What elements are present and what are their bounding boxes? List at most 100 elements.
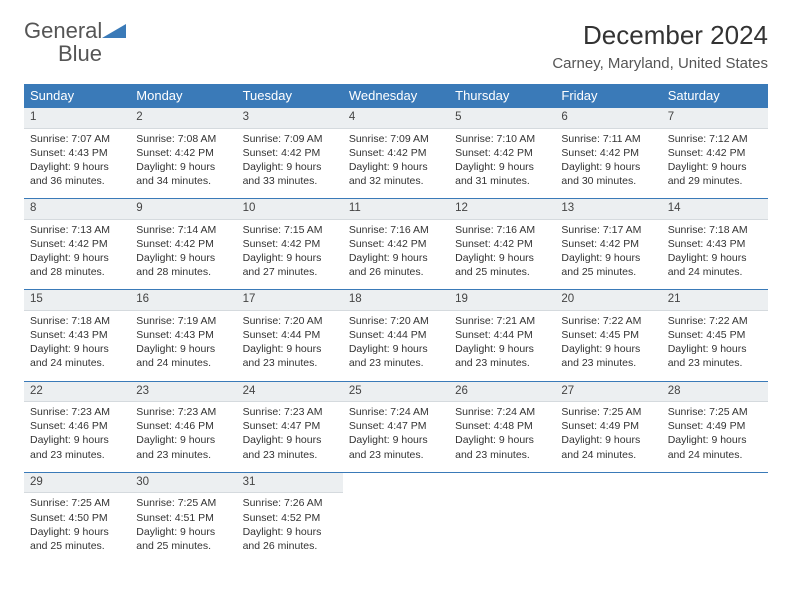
day-header: Wednesday <box>343 84 449 107</box>
sunrise-text: Sunrise: 7:22 AM <box>668 314 762 328</box>
sunrise-text: Sunrise: 7:22 AM <box>561 314 655 328</box>
day-header: Tuesday <box>237 84 343 107</box>
day-number: 23 <box>130 381 236 403</box>
sunrise-text: Sunrise: 7:10 AM <box>455 132 549 146</box>
sunrise-text: Sunrise: 7:23 AM <box>30 405 124 419</box>
calendar-cell-empty <box>555 472 661 563</box>
day-header: Saturday <box>662 84 768 107</box>
day-body: Sunrise: 7:07 AMSunset: 4:43 PMDaylight:… <box>24 129 130 199</box>
daylight-text: Daylight: 9 hours and 24 minutes. <box>30 342 124 370</box>
sunset-text: Sunset: 4:45 PM <box>561 328 655 342</box>
sunset-text: Sunset: 4:42 PM <box>243 146 337 160</box>
daylight-text: Daylight: 9 hours and 32 minutes. <box>349 160 443 188</box>
daylight-text: Daylight: 9 hours and 24 minutes. <box>668 433 762 461</box>
day-number: 3 <box>237 107 343 129</box>
calendar-row: 8Sunrise: 7:13 AMSunset: 4:42 PMDaylight… <box>24 198 768 289</box>
day-body: Sunrise: 7:20 AMSunset: 4:44 PMDaylight:… <box>343 311 449 381</box>
calendar-cell: 16Sunrise: 7:19 AMSunset: 4:43 PMDayligh… <box>130 289 236 380</box>
sunset-text: Sunset: 4:48 PM <box>455 419 549 433</box>
calendar-row: 15Sunrise: 7:18 AMSunset: 4:43 PMDayligh… <box>24 289 768 380</box>
day-body: Sunrise: 7:16 AMSunset: 4:42 PMDaylight:… <box>449 220 555 290</box>
sunset-text: Sunset: 4:44 PM <box>243 328 337 342</box>
daylight-text: Daylight: 9 hours and 29 minutes. <box>668 160 762 188</box>
day-body: Sunrise: 7:12 AMSunset: 4:42 PMDaylight:… <box>662 129 768 199</box>
sunset-text: Sunset: 4:42 PM <box>668 146 762 160</box>
daylight-text: Daylight: 9 hours and 23 minutes. <box>349 433 443 461</box>
day-number: 25 <box>343 381 449 403</box>
sunset-text: Sunset: 4:43 PM <box>30 146 124 160</box>
day-body: Sunrise: 7:09 AMSunset: 4:42 PMDaylight:… <box>237 129 343 199</box>
daylight-text: Daylight: 9 hours and 30 minutes. <box>561 160 655 188</box>
calendar-cell: 11Sunrise: 7:16 AMSunset: 4:42 PMDayligh… <box>343 198 449 289</box>
sunset-text: Sunset: 4:42 PM <box>455 237 549 251</box>
sunset-text: Sunset: 4:45 PM <box>668 328 762 342</box>
day-number: 28 <box>662 381 768 403</box>
sunrise-text: Sunrise: 7:21 AM <box>455 314 549 328</box>
calendar-cell: 25Sunrise: 7:24 AMSunset: 4:47 PMDayligh… <box>343 381 449 472</box>
sunrise-text: Sunrise: 7:25 AM <box>30 496 124 510</box>
sunrise-text: Sunrise: 7:07 AM <box>30 132 124 146</box>
daylight-text: Daylight: 9 hours and 23 minutes. <box>136 433 230 461</box>
sunset-text: Sunset: 4:47 PM <box>349 419 443 433</box>
sunset-text: Sunset: 4:46 PM <box>136 419 230 433</box>
daylight-text: Daylight: 9 hours and 26 minutes. <box>349 251 443 279</box>
calendar-cell: 14Sunrise: 7:18 AMSunset: 4:43 PMDayligh… <box>662 198 768 289</box>
day-number: 27 <box>555 381 661 403</box>
calendar-cell: 9Sunrise: 7:14 AMSunset: 4:42 PMDaylight… <box>130 198 236 289</box>
day-number: 5 <box>449 107 555 129</box>
calendar-cell: 7Sunrise: 7:12 AMSunset: 4:42 PMDaylight… <box>662 107 768 198</box>
calendar-cell: 13Sunrise: 7:17 AMSunset: 4:42 PMDayligh… <box>555 198 661 289</box>
day-number: 14 <box>662 198 768 220</box>
day-body: Sunrise: 7:24 AMSunset: 4:48 PMDaylight:… <box>449 402 555 472</box>
day-number: 22 <box>24 381 130 403</box>
day-number: 13 <box>555 198 661 220</box>
calendar-cell: 24Sunrise: 7:23 AMSunset: 4:47 PMDayligh… <box>237 381 343 472</box>
sunrise-text: Sunrise: 7:20 AM <box>243 314 337 328</box>
sunrise-text: Sunrise: 7:19 AM <box>136 314 230 328</box>
sunrise-text: Sunrise: 7:16 AM <box>455 223 549 237</box>
sunset-text: Sunset: 4:47 PM <box>243 419 337 433</box>
calendar-row: 29Sunrise: 7:25 AMSunset: 4:50 PMDayligh… <box>24 472 768 563</box>
daylight-text: Daylight: 9 hours and 23 minutes. <box>349 342 443 370</box>
day-body: Sunrise: 7:16 AMSunset: 4:42 PMDaylight:… <box>343 220 449 290</box>
day-body: Sunrise: 7:14 AMSunset: 4:42 PMDaylight:… <box>130 220 236 290</box>
sunset-text: Sunset: 4:46 PM <box>30 419 124 433</box>
calendar-cell: 23Sunrise: 7:23 AMSunset: 4:46 PMDayligh… <box>130 381 236 472</box>
sunset-text: Sunset: 4:42 PM <box>136 146 230 160</box>
day-number: 20 <box>555 289 661 311</box>
calendar-cell: 21Sunrise: 7:22 AMSunset: 4:45 PMDayligh… <box>662 289 768 380</box>
sunset-text: Sunset: 4:42 PM <box>561 237 655 251</box>
sunset-text: Sunset: 4:44 PM <box>455 328 549 342</box>
sunrise-text: Sunrise: 7:11 AM <box>561 132 655 146</box>
calendar-cell: 8Sunrise: 7:13 AMSunset: 4:42 PMDaylight… <box>24 198 130 289</box>
sunrise-text: Sunrise: 7:16 AM <box>349 223 443 237</box>
day-body: Sunrise: 7:20 AMSunset: 4:44 PMDaylight:… <box>237 311 343 381</box>
sunset-text: Sunset: 4:51 PM <box>136 511 230 525</box>
day-number: 8 <box>24 198 130 220</box>
sunset-text: Sunset: 4:42 PM <box>455 146 549 160</box>
sunset-text: Sunset: 4:52 PM <box>243 511 337 525</box>
day-number: 26 <box>449 381 555 403</box>
daylight-text: Daylight: 9 hours and 24 minutes. <box>668 251 762 279</box>
calendar-cell: 17Sunrise: 7:20 AMSunset: 4:44 PMDayligh… <box>237 289 343 380</box>
day-body: Sunrise: 7:24 AMSunset: 4:47 PMDaylight:… <box>343 402 449 472</box>
daylight-text: Daylight: 9 hours and 23 minutes. <box>30 433 124 461</box>
daylight-text: Daylight: 9 hours and 34 minutes. <box>136 160 230 188</box>
calendar-cell-empty <box>343 472 449 563</box>
sunset-text: Sunset: 4:42 PM <box>30 237 124 251</box>
sunrise-text: Sunrise: 7:15 AM <box>243 223 337 237</box>
day-number: 12 <box>449 198 555 220</box>
sunrise-text: Sunrise: 7:09 AM <box>349 132 443 146</box>
day-number: 21 <box>662 289 768 311</box>
calendar-cell: 3Sunrise: 7:09 AMSunset: 4:42 PMDaylight… <box>237 107 343 198</box>
day-body: Sunrise: 7:25 AMSunset: 4:51 PMDaylight:… <box>130 493 236 563</box>
day-body: Sunrise: 7:10 AMSunset: 4:42 PMDaylight:… <box>449 129 555 199</box>
calendar-cell: 19Sunrise: 7:21 AMSunset: 4:44 PMDayligh… <box>449 289 555 380</box>
day-body: Sunrise: 7:08 AMSunset: 4:42 PMDaylight:… <box>130 129 236 199</box>
day-number: 11 <box>343 198 449 220</box>
calendar-cell: 28Sunrise: 7:25 AMSunset: 4:49 PMDayligh… <box>662 381 768 472</box>
day-number: 31 <box>237 472 343 494</box>
calendar-cell: 2Sunrise: 7:08 AMSunset: 4:42 PMDaylight… <box>130 107 236 198</box>
day-body: Sunrise: 7:19 AMSunset: 4:43 PMDaylight:… <box>130 311 236 381</box>
calendar-row: 22Sunrise: 7:23 AMSunset: 4:46 PMDayligh… <box>24 381 768 472</box>
